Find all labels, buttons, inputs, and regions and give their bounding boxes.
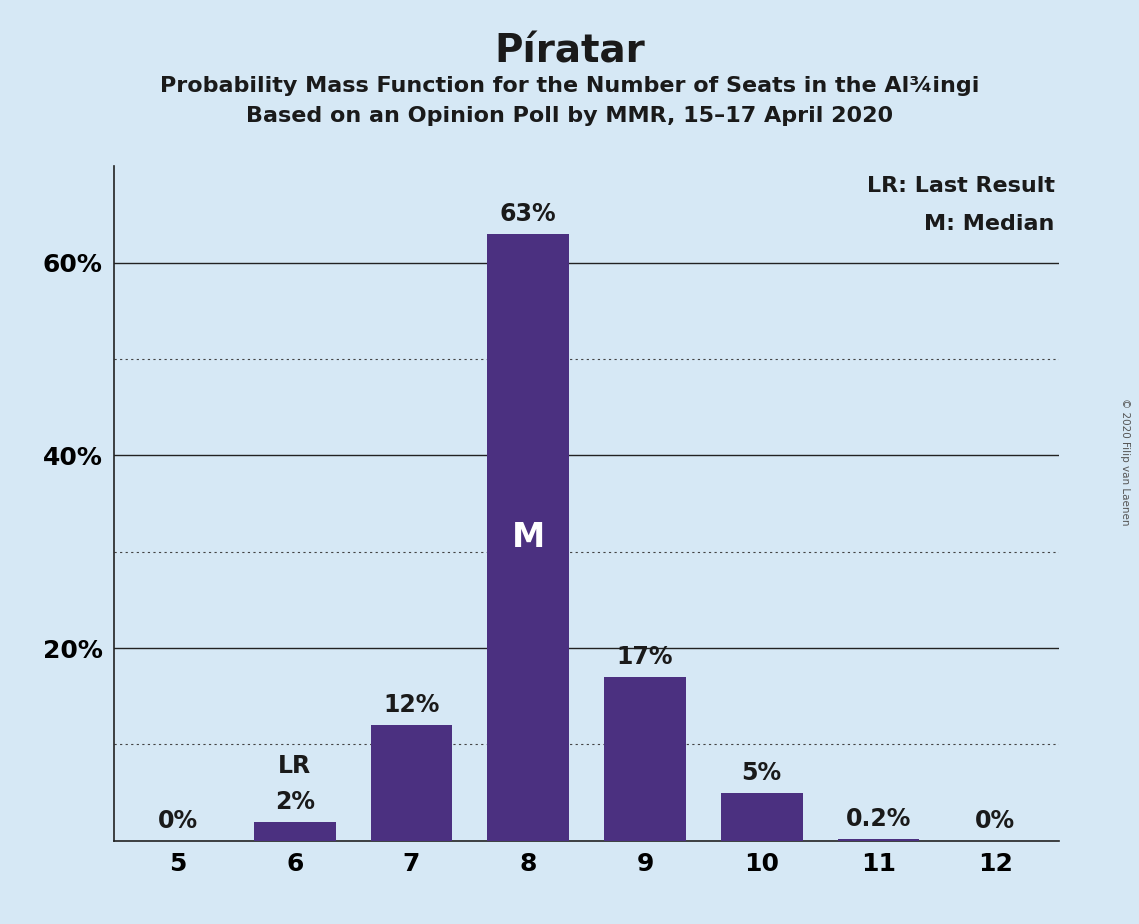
Text: © 2020 Filip van Laenen: © 2020 Filip van Laenen — [1121, 398, 1130, 526]
Bar — [487, 234, 570, 841]
Text: M: M — [511, 521, 544, 553]
Text: Píratar: Píratar — [494, 32, 645, 70]
Bar — [837, 839, 919, 841]
Text: M: Median: M: Median — [924, 213, 1055, 234]
Bar — [254, 821, 336, 841]
Text: Probability Mass Function for the Number of Seats in the Al¾ingi: Probability Mass Function for the Number… — [159, 76, 980, 96]
Text: Based on an Opinion Poll by MMR, 15–17 April 2020: Based on an Opinion Poll by MMR, 15–17 A… — [246, 106, 893, 127]
Text: 0%: 0% — [975, 809, 1015, 833]
Text: 17%: 17% — [616, 645, 673, 669]
Text: 5%: 5% — [741, 761, 781, 785]
Text: LR: LR — [278, 754, 311, 778]
Bar — [604, 677, 686, 841]
Bar — [370, 725, 452, 841]
Text: 2%: 2% — [274, 790, 314, 814]
Text: LR: Last Result: LR: Last Result — [867, 176, 1055, 197]
Bar — [721, 793, 803, 841]
Text: 0%: 0% — [158, 809, 198, 833]
Text: 63%: 63% — [500, 202, 557, 226]
Text: 12%: 12% — [384, 694, 440, 718]
Text: 0.2%: 0.2% — [845, 808, 911, 832]
